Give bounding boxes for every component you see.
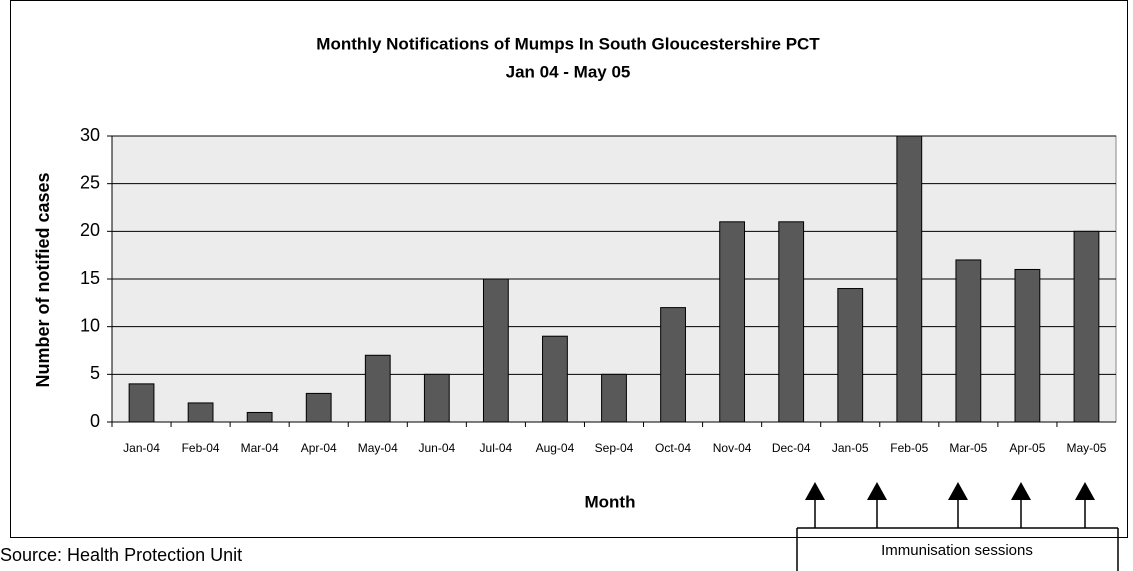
chart-subtitle: Jan 04 - May 05 bbox=[506, 62, 631, 81]
bar bbox=[305, 392, 332, 423]
y-tick-label: 30 bbox=[80, 125, 100, 145]
bar bbox=[1014, 268, 1041, 423]
bar bbox=[660, 307, 686, 423]
bar bbox=[423, 373, 450, 423]
bar bbox=[482, 278, 509, 423]
bar bbox=[128, 383, 155, 423]
annotation-label: Immunisation sessions bbox=[881, 542, 1033, 559]
y-tick-label: 20 bbox=[80, 220, 100, 240]
bar bbox=[246, 411, 273, 423]
bar bbox=[896, 135, 923, 423]
x-tick-label: May-05 bbox=[1066, 441, 1106, 455]
x-tick-label: Mar-04 bbox=[241, 441, 279, 455]
x-tick-label: Mar-05 bbox=[949, 441, 987, 455]
annotation-arrowheads bbox=[805, 482, 1095, 500]
x-tick-label: Feb-04 bbox=[182, 441, 220, 455]
x-tick-label: Jun-04 bbox=[418, 441, 455, 455]
x-tick-label: Feb-05 bbox=[890, 441, 928, 455]
x-tick-label: Oct-04 bbox=[655, 441, 691, 455]
x-tick-label: Aug-04 bbox=[536, 441, 575, 455]
y-tick-label: 25 bbox=[80, 172, 100, 192]
bar bbox=[955, 259, 982, 423]
bar bbox=[542, 335, 568, 423]
y-tick-label: 0 bbox=[90, 411, 100, 431]
x-tick-label: Apr-04 bbox=[301, 441, 337, 455]
y-tick-label: 5 bbox=[90, 363, 100, 383]
chart-title: Monthly Notifications of Mumps In South … bbox=[316, 34, 820, 53]
x-tick-label: Sep-04 bbox=[595, 441, 634, 455]
bar bbox=[601, 373, 627, 423]
x-tick-label: Jan-04 bbox=[123, 441, 160, 455]
bar bbox=[187, 402, 214, 423]
bar bbox=[1073, 230, 1100, 423]
bar bbox=[778, 221, 805, 423]
bar bbox=[364, 354, 391, 423]
bar bbox=[837, 288, 864, 423]
x-tick-label: Nov-04 bbox=[713, 441, 752, 455]
x-tick-label: Jul-04 bbox=[480, 441, 513, 455]
annotation-bracket bbox=[796, 498, 1119, 571]
x-tick-label: May-04 bbox=[358, 441, 398, 455]
bar bbox=[719, 221, 746, 423]
source-note: Source: Health Protection Unit bbox=[0, 545, 242, 565]
x-tick-label: Jan-05 bbox=[832, 441, 869, 455]
x-axis-label: Month bbox=[585, 492, 636, 511]
y-tick-label: 10 bbox=[80, 315, 100, 335]
x-tick-label: Dec-04 bbox=[772, 441, 811, 455]
y-axis-label: Number of notified cases bbox=[33, 172, 53, 387]
x-tick-label: Apr-05 bbox=[1009, 441, 1045, 455]
y-tick-label: 15 bbox=[80, 268, 100, 288]
